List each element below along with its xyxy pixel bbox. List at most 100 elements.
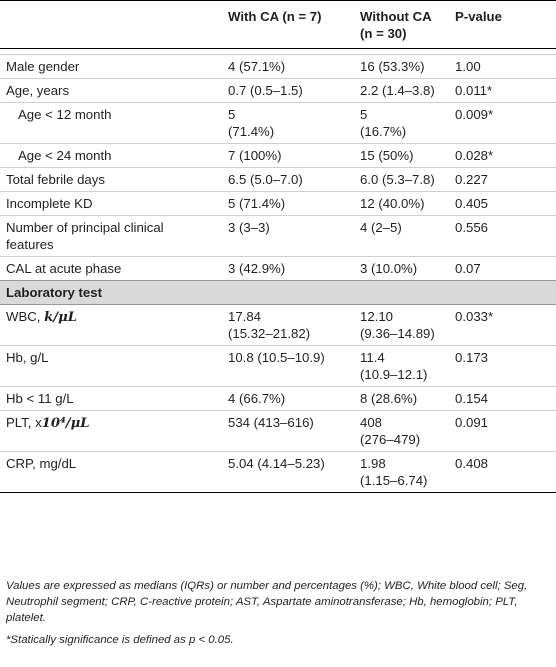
cell-p: 0.227 xyxy=(455,172,489,187)
cell-p: 0.033* xyxy=(455,309,494,324)
cell-without: 8 (28.6%) xyxy=(360,391,418,406)
cell-with: 5.04 (4.14–5.23) xyxy=(228,456,325,471)
table-row: Age < 12 month 5 (71.4%) 5 (16.7%) 0.009* xyxy=(0,103,556,144)
cell-with: 534 (413–616) xyxy=(228,415,314,430)
data-table: With CA (n = 7) Without CA (n = 30) P-val… xyxy=(0,0,556,493)
cell-with: 17.84 (15.32–21.82) xyxy=(222,305,354,346)
cell-without-line1: 12.10 xyxy=(360,309,394,324)
cell-without: 3 (10.0%) xyxy=(360,261,418,276)
cell-with-line2: (71.4%) xyxy=(228,124,275,139)
cell-p: 0.408 xyxy=(455,456,489,471)
table-row: Age, years 0.7 (0.5–1.5) 2.2 (1.4–3.8) 0… xyxy=(0,79,556,103)
footnote-abbreviations: Values are expressed as medians (IQRs) o… xyxy=(6,580,528,624)
cell-p: 0.028* xyxy=(455,148,494,163)
row-label-prefix: PLT, x xyxy=(6,415,42,430)
row-label: Incomplete KD xyxy=(6,196,93,211)
cell-without-line1: 5 xyxy=(360,107,368,122)
header-without-ca-line2: (n = 30) xyxy=(360,26,407,41)
cell-with: 3 (3–3) xyxy=(228,220,270,235)
cell-without-line2: (10.9–12.1) xyxy=(360,367,428,382)
header-label xyxy=(0,1,222,49)
cell-with-line2: (15.32–21.82) xyxy=(228,326,311,341)
footnote-significance: *Statically significance is defined as p… xyxy=(6,634,234,646)
row-label: Male gender xyxy=(6,59,80,74)
cell-without: 2.2 (1.4–3.8) xyxy=(360,83,435,98)
header-row: With CA (n = 7) Without CA (n = 30) P-val… xyxy=(0,0,556,49)
cell-without: 11.4 (10.9–12.1) xyxy=(354,346,449,387)
header-without-ca-line1: Without CA xyxy=(360,9,432,24)
cell-with: 4 (66.7%) xyxy=(228,391,286,406)
cell-without-line2: (276–479) xyxy=(360,432,421,447)
row-label: Age < 24 month xyxy=(18,148,112,163)
table-row: CRP, mg/dL 5.04 (4.14–5.23) 1.98 (1.15–6.… xyxy=(0,452,556,493)
cell-with: 7 (100%) xyxy=(228,148,282,163)
cell-without-line2: (16.7%) xyxy=(360,124,407,139)
table-row: PLT, x10⁴/μL 534 (413–616) 408 (276–479) … xyxy=(0,411,556,452)
table-footnotes: Values are expressed as medians (IQRs) o… xyxy=(6,578,554,654)
cell-p: 0.009* xyxy=(455,107,494,122)
spacer-row xyxy=(0,49,556,55)
cell-with: 5 (71.4%) xyxy=(222,103,354,144)
cell-without: 15 (50%) xyxy=(360,148,414,163)
cell-without-line2: (1.15–6.74) xyxy=(360,473,428,488)
cell-without: 5 (16.7%) xyxy=(354,103,449,144)
cell-with: 6.5 (5.0–7.0) xyxy=(228,172,303,187)
cell-with-line1: 5 xyxy=(228,107,236,122)
cell-p: 0.556 xyxy=(455,220,489,235)
row-label: CRP, mg/dL xyxy=(6,456,77,471)
cell-p: 0.091 xyxy=(455,415,489,430)
cell-without-line1: 1.98 xyxy=(360,456,386,471)
table-row: Total febrile days 6.5 (5.0–7.0) 6.0 (5.… xyxy=(0,168,556,192)
row-label: Age, years xyxy=(6,83,70,98)
row-label: Age < 12 month xyxy=(18,107,112,122)
row-label: WBC, k/μL xyxy=(0,305,222,346)
cell-without: 1.98 (1.15–6.74) xyxy=(354,452,449,493)
cell-with: 0.7 (0.5–1.5) xyxy=(228,83,303,98)
table-row: Hb < 11 g/L 4 (66.7%) 8 (28.6%) 0.154 xyxy=(0,387,556,411)
row-label: Hb < 11 g/L xyxy=(6,391,74,406)
cell-without: 6.0 (5.3–7.8) xyxy=(360,172,435,187)
cell-with: 10.8 (10.5–10.9) xyxy=(228,350,325,365)
section-row: Laboratory test xyxy=(0,280,556,305)
table-row: Age < 24 month 7 (100%) 15 (50%) 0.028* xyxy=(0,144,556,168)
cell-without-line2: (9.36–14.89) xyxy=(360,326,435,341)
table-row: Hb, g/L 10.8 (10.5–10.9) 11.4 (10.9–12.1)… xyxy=(0,346,556,387)
cell-without: 16 (53.3%) xyxy=(360,59,425,74)
cell-with-line1: 17.84 xyxy=(228,309,262,324)
cell-p: 0.405 xyxy=(455,196,489,211)
cell-with: 5 (71.4%) xyxy=(228,196,286,211)
table-row: Male gender 4 (57.1%) 16 (53.3%) 1.00 xyxy=(0,55,556,79)
header-without-ca: Without CA (n = 30) xyxy=(354,1,449,49)
row-label-prefix: WBC, xyxy=(6,309,45,324)
row-label-line1: Number of principal clinical xyxy=(6,220,164,235)
header-p-value: P-value xyxy=(455,9,502,24)
table-row: Number of principal clinical features 3 (… xyxy=(0,216,556,257)
cell-p: 1.00 xyxy=(455,59,481,74)
cell-without: 408 (276–479) xyxy=(354,411,449,452)
cell-without-line1: 11.4 xyxy=(360,350,385,365)
cell-p: 0.011* xyxy=(455,83,493,98)
section-heading: Laboratory test xyxy=(0,280,556,305)
header-with-ca: With CA (n = 7) xyxy=(228,9,322,24)
cell-p: 0.154 xyxy=(455,391,489,406)
cell-with: 3 (42.9%) xyxy=(228,261,286,276)
row-label: CAL at acute phase xyxy=(6,261,122,276)
cell-p: 0.173 xyxy=(455,350,489,365)
row-label: Total febrile days xyxy=(6,172,105,187)
cell-without: 4 (2–5) xyxy=(360,220,402,235)
cell-without: 12 (40.0%) xyxy=(360,196,425,211)
row-label: Number of principal clinical features xyxy=(0,216,222,257)
row-label: Hb, g/L xyxy=(6,350,49,365)
cell-without: 12.10 (9.36–14.89) xyxy=(354,305,449,346)
cell-with: 4 (57.1%) xyxy=(228,59,286,74)
cell-p: 0.07 xyxy=(455,261,481,276)
row-label-line2: features xyxy=(6,237,54,252)
table-row: Incomplete KD 5 (71.4%) 12 (40.0%) 0.405 xyxy=(0,192,556,216)
row-label-unit: 10⁴/μL xyxy=(41,416,90,431)
row-label-unit: k/μL xyxy=(44,310,77,325)
table-row: CAL at acute phase 3 (42.9%) 3 (10.0%) 0… xyxy=(0,257,556,281)
cell-without-line1: 408 xyxy=(360,415,383,430)
table-row: WBC, k/μL 17.84 (15.32–21.82) 12.10 (9.36–… xyxy=(0,305,556,346)
row-label: PLT, x10⁴/μL xyxy=(0,411,222,452)
